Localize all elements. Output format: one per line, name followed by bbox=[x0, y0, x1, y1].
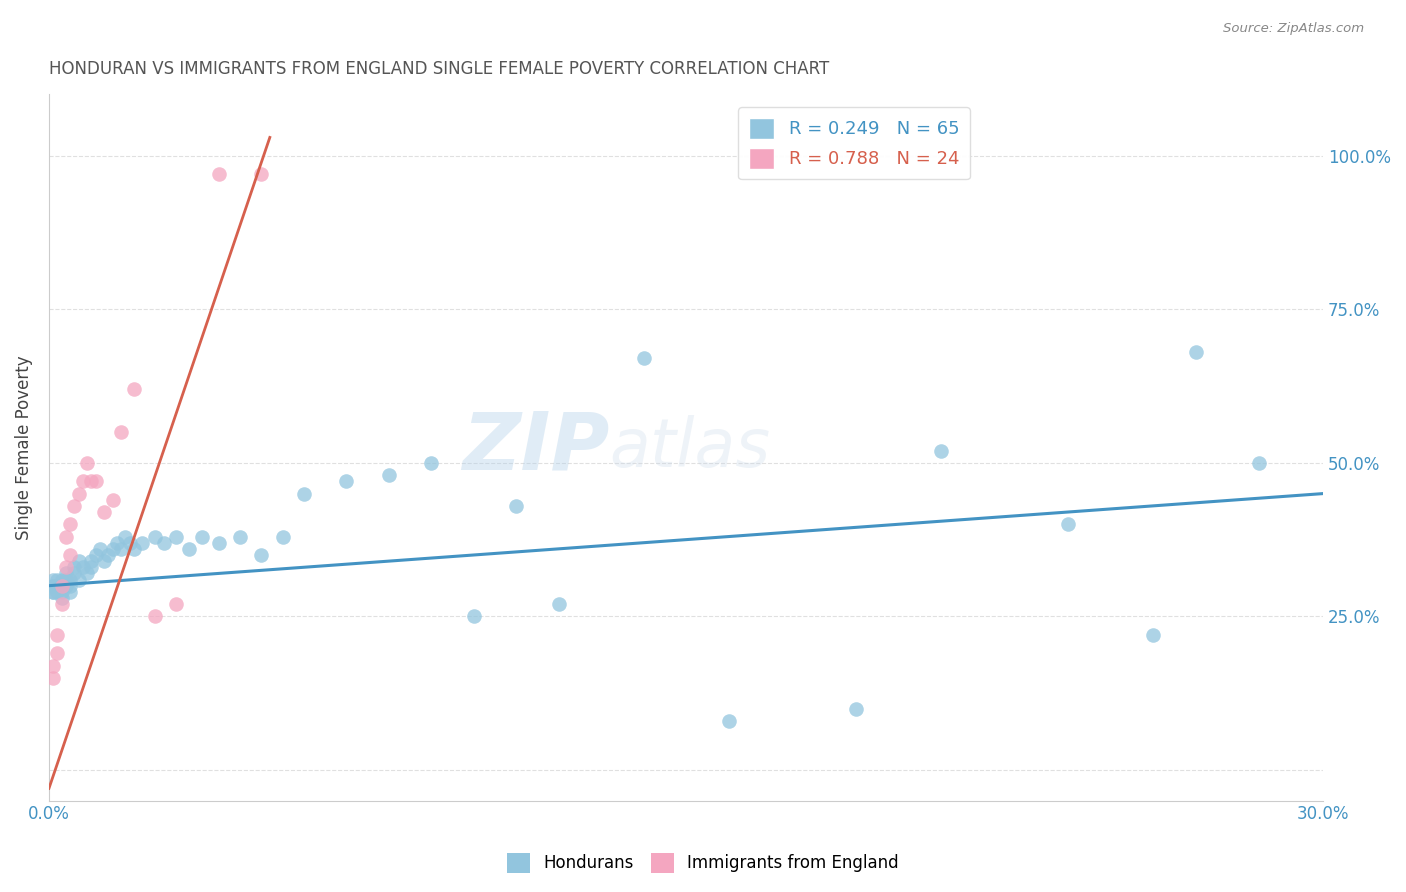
Point bbox=[51, 591, 73, 605]
Point bbox=[51, 597, 73, 611]
Point bbox=[110, 541, 132, 556]
Point bbox=[633, 351, 655, 366]
Point bbox=[55, 566, 77, 581]
Point bbox=[80, 475, 103, 489]
Point bbox=[505, 499, 527, 513]
Point bbox=[67, 554, 90, 568]
Point bbox=[1249, 456, 1271, 470]
Point bbox=[46, 628, 69, 642]
Point bbox=[250, 167, 273, 181]
Point bbox=[165, 530, 187, 544]
Point bbox=[84, 475, 107, 489]
Point bbox=[143, 609, 166, 624]
Point bbox=[420, 456, 443, 470]
Point bbox=[110, 425, 132, 440]
Point bbox=[55, 579, 77, 593]
Point bbox=[51, 579, 73, 593]
Point bbox=[101, 492, 124, 507]
Point bbox=[67, 573, 90, 587]
Point bbox=[118, 535, 141, 549]
Point bbox=[46, 646, 69, 660]
Y-axis label: Single Female Poverty: Single Female Poverty bbox=[15, 355, 32, 540]
Text: HONDURAN VS IMMIGRANTS FROM ENGLAND SINGLE FEMALE POVERTY CORRELATION CHART: HONDURAN VS IMMIGRANTS FROM ENGLAND SING… bbox=[49, 60, 830, 78]
Point bbox=[165, 597, 187, 611]
Point bbox=[46, 584, 69, 599]
Point bbox=[89, 541, 111, 556]
Point bbox=[179, 541, 201, 556]
Point bbox=[46, 579, 69, 593]
Point bbox=[1184, 345, 1206, 359]
Point bbox=[46, 579, 69, 593]
Point bbox=[143, 530, 166, 544]
Point bbox=[845, 701, 868, 715]
Point bbox=[105, 535, 128, 549]
Point bbox=[51, 573, 73, 587]
Point bbox=[42, 671, 65, 685]
Point bbox=[63, 566, 86, 581]
Point bbox=[59, 517, 82, 532]
Point bbox=[42, 573, 65, 587]
Point bbox=[51, 579, 73, 593]
Point bbox=[80, 560, 103, 574]
Point bbox=[59, 579, 82, 593]
Point bbox=[42, 579, 65, 593]
Point bbox=[131, 535, 153, 549]
Point bbox=[122, 541, 145, 556]
Point bbox=[42, 579, 65, 593]
Point bbox=[63, 560, 86, 574]
Point bbox=[93, 554, 115, 568]
Point bbox=[122, 382, 145, 396]
Point bbox=[191, 530, 214, 544]
Point bbox=[80, 554, 103, 568]
Point bbox=[250, 548, 273, 562]
Text: Source: ZipAtlas.com: Source: ZipAtlas.com bbox=[1223, 22, 1364, 36]
Point bbox=[72, 475, 94, 489]
Legend: R = 0.249   N = 65, R = 0.788   N = 24: R = 0.249 N = 65, R = 0.788 N = 24 bbox=[738, 107, 970, 179]
Point bbox=[63, 499, 86, 513]
Point bbox=[101, 541, 124, 556]
Point bbox=[59, 584, 82, 599]
Point bbox=[208, 535, 231, 549]
Point bbox=[76, 566, 98, 581]
Point bbox=[55, 573, 77, 587]
Point bbox=[1057, 517, 1080, 532]
Point bbox=[97, 548, 120, 562]
Point bbox=[76, 456, 98, 470]
Point bbox=[929, 443, 952, 458]
Point bbox=[46, 579, 69, 593]
Legend: Hondurans, Immigrants from England: Hondurans, Immigrants from England bbox=[501, 847, 905, 880]
Point bbox=[42, 658, 65, 673]
Point bbox=[51, 579, 73, 593]
Point bbox=[271, 530, 294, 544]
Point bbox=[42, 584, 65, 599]
Text: atlas: atlas bbox=[610, 415, 770, 481]
Point bbox=[59, 548, 82, 562]
Point bbox=[547, 597, 569, 611]
Point bbox=[67, 486, 90, 500]
Point bbox=[292, 486, 315, 500]
Point bbox=[46, 579, 69, 593]
Point bbox=[93, 505, 115, 519]
Point bbox=[208, 167, 231, 181]
Point bbox=[717, 714, 740, 728]
Point bbox=[229, 530, 252, 544]
Point bbox=[55, 530, 77, 544]
Text: ZIP: ZIP bbox=[463, 409, 610, 486]
Point bbox=[72, 560, 94, 574]
Point bbox=[84, 548, 107, 562]
Point bbox=[152, 535, 174, 549]
Point bbox=[1142, 628, 1164, 642]
Point bbox=[114, 530, 136, 544]
Point bbox=[46, 573, 69, 587]
Point bbox=[463, 609, 485, 624]
Point bbox=[51, 584, 73, 599]
Point bbox=[42, 584, 65, 599]
Point bbox=[377, 468, 399, 483]
Point bbox=[59, 573, 82, 587]
Point bbox=[55, 560, 77, 574]
Point bbox=[335, 475, 357, 489]
